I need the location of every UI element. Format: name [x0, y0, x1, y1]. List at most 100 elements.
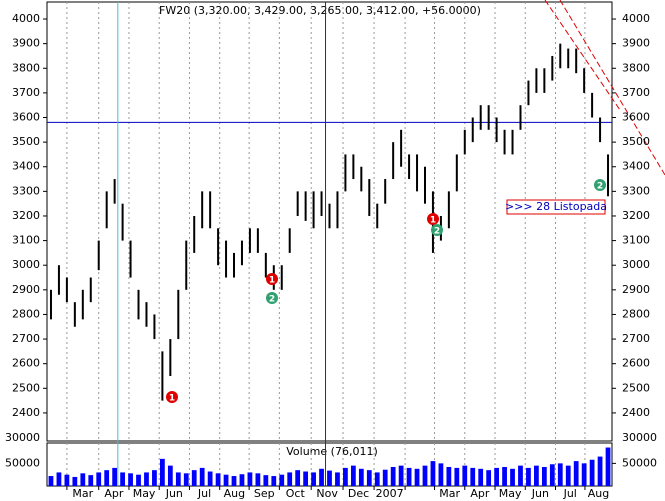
markers: 1 1 1 2 2 2 — [166, 179, 606, 404]
volume-bar — [56, 472, 62, 486]
volume-bar — [486, 470, 492, 486]
volume-bar — [255, 473, 261, 486]
y-tick-label: 2800 — [12, 307, 40, 320]
chart-title: FW20 (3,320.00, 3,429.00, 3,265.00, 3,41… — [159, 4, 481, 17]
y-tick-label: 3600 — [12, 111, 40, 124]
x-tick-label: May — [133, 487, 156, 500]
y-tick-label: 3800 — [622, 61, 650, 74]
y-tick-label: 3100 — [12, 234, 40, 247]
volume-bar — [263, 475, 269, 486]
y-tick-label: 3200 — [622, 209, 650, 222]
volume-bar — [48, 476, 54, 486]
volume-bar — [358, 468, 364, 486]
plot-frame — [46, 1, 613, 442]
y-tick-label: 3900 — [12, 37, 40, 50]
trend-line — [544, 0, 621, 111]
y-tick-label: 3700 — [622, 86, 650, 99]
volume-bar — [247, 472, 253, 486]
x-tick-label: Sep — [254, 487, 275, 500]
volume-bar — [438, 463, 444, 486]
y-tick-label: 3800 — [12, 61, 40, 74]
x-tick-label: Jun — [531, 487, 549, 500]
volume-bar — [207, 471, 213, 486]
y-tick-label: 3900 — [622, 37, 650, 50]
volume-bar — [80, 473, 86, 486]
volume-bar — [526, 467, 531, 486]
y-tick-label: 2400 — [622, 406, 650, 419]
volume-bar — [120, 472, 125, 486]
volume-bar — [112, 467, 118, 486]
volume-bar — [160, 458, 165, 486]
marker-label: 2 — [597, 182, 603, 192]
y-tick-label: 3400 — [12, 160, 40, 173]
volume-bar — [470, 467, 476, 486]
volume-bar — [295, 470, 301, 486]
volume-bar — [152, 470, 157, 486]
volume-bar — [605, 447, 611, 486]
x-tick-label: Dec — [348, 487, 369, 500]
y-tick-label: 2500 — [12, 381, 40, 394]
x-tick-label: Mar — [439, 487, 460, 500]
x-tick-label: Jul — [197, 487, 211, 500]
volume-bar — [414, 468, 420, 486]
volume-bar — [199, 467, 205, 486]
x-tick-label: Apr — [470, 487, 490, 500]
volume-bar — [136, 474, 141, 486]
x-tick-label: 2007 — [376, 487, 404, 500]
x-tick-label: May — [499, 487, 522, 500]
volume-bar — [279, 474, 285, 486]
volume-bar — [64, 474, 70, 486]
volume-bar — [175, 472, 181, 486]
volume-bar — [366, 470, 372, 486]
volume-bar — [518, 465, 523, 486]
volume-bar — [271, 476, 277, 486]
y-tick-label: 2600 — [622, 357, 650, 370]
y-tick-label: 2900 — [622, 283, 650, 296]
y-tick-label: 3000 — [622, 258, 650, 271]
volume-bar — [390, 466, 396, 486]
volume-bar — [88, 475, 94, 486]
y-tick-label: 3300 — [622, 184, 650, 197]
annotation-box — [506, 199, 606, 215]
y-tick-label: 2800 — [622, 307, 650, 320]
volume-bar — [374, 472, 380, 486]
marker — [431, 224, 443, 236]
marker-label: 1 — [430, 216, 436, 226]
volume-bar — [167, 465, 173, 486]
volume-bar — [589, 459, 595, 486]
y-tick-label: 3500 — [622, 135, 650, 148]
volume-tick-label: 50000 — [622, 456, 657, 469]
x-tick-label: Jun — [165, 487, 183, 500]
volume-bar — [239, 474, 245, 486]
y-tick-label: 3000 — [12, 258, 40, 271]
volume-bar — [96, 472, 102, 486]
y-tick-label: 2500 — [622, 381, 650, 394]
volume-bar — [191, 470, 197, 486]
volume-bar — [565, 465, 571, 486]
volume-bar — [581, 463, 587, 486]
y-tick-label: 3600 — [622, 111, 650, 124]
volume-bar — [502, 466, 507, 486]
volume-bar — [446, 466, 452, 486]
volume-bar — [557, 463, 563, 486]
volume-bar — [215, 473, 221, 486]
volume-bar — [462, 465, 468, 486]
y-tick-label: 2700 — [622, 332, 650, 345]
volume-bar — [335, 472, 340, 486]
volume-bar — [549, 464, 555, 486]
volume-bar — [350, 465, 356, 486]
volume-bar — [430, 461, 436, 486]
marker-label: 1 — [169, 394, 175, 404]
volume-tick-label: 50000 — [5, 456, 40, 469]
volume-bar — [319, 468, 324, 486]
x-tick-label: Aug — [588, 487, 609, 500]
volume-bar — [183, 473, 189, 486]
marker — [266, 292, 278, 304]
volume-bar — [311, 472, 316, 486]
marker-label: 2 — [269, 295, 275, 305]
y-tick-label: 2700 — [12, 332, 40, 345]
marker — [266, 273, 278, 285]
y-tick-label: 2600 — [12, 357, 40, 370]
volume-bar — [231, 476, 237, 486]
